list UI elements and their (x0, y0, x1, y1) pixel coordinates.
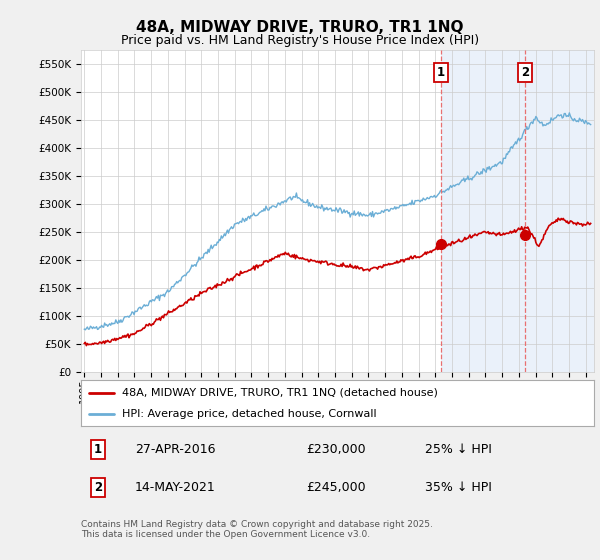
Text: 2: 2 (521, 66, 529, 80)
Text: 1: 1 (94, 443, 102, 456)
Text: HPI: Average price, detached house, Cornwall: HPI: Average price, detached house, Corn… (122, 409, 377, 419)
Text: 25% ↓ HPI: 25% ↓ HPI (425, 443, 491, 456)
Text: 2: 2 (94, 480, 102, 494)
Bar (440, 50, 594, 372)
Text: 27-APR-2016: 27-APR-2016 (135, 443, 215, 456)
Text: £245,000: £245,000 (307, 480, 367, 494)
Text: 14-MAY-2021: 14-MAY-2021 (135, 480, 215, 494)
Text: £230,000: £230,000 (307, 443, 367, 456)
Text: Price paid vs. HM Land Registry's House Price Index (HPI): Price paid vs. HM Land Registry's House … (121, 34, 479, 46)
Text: 1: 1 (437, 66, 445, 80)
Text: 48A, MIDWAY DRIVE, TRURO, TR1 1NQ (detached house): 48A, MIDWAY DRIVE, TRURO, TR1 1NQ (detac… (122, 388, 438, 398)
Text: 35% ↓ HPI: 35% ↓ HPI (425, 480, 491, 494)
Text: Contains HM Land Registry data © Crown copyright and database right 2025.
This d: Contains HM Land Registry data © Crown c… (81, 520, 433, 539)
Text: 48A, MIDWAY DRIVE, TRURO, TR1 1NQ: 48A, MIDWAY DRIVE, TRURO, TR1 1NQ (136, 20, 464, 35)
